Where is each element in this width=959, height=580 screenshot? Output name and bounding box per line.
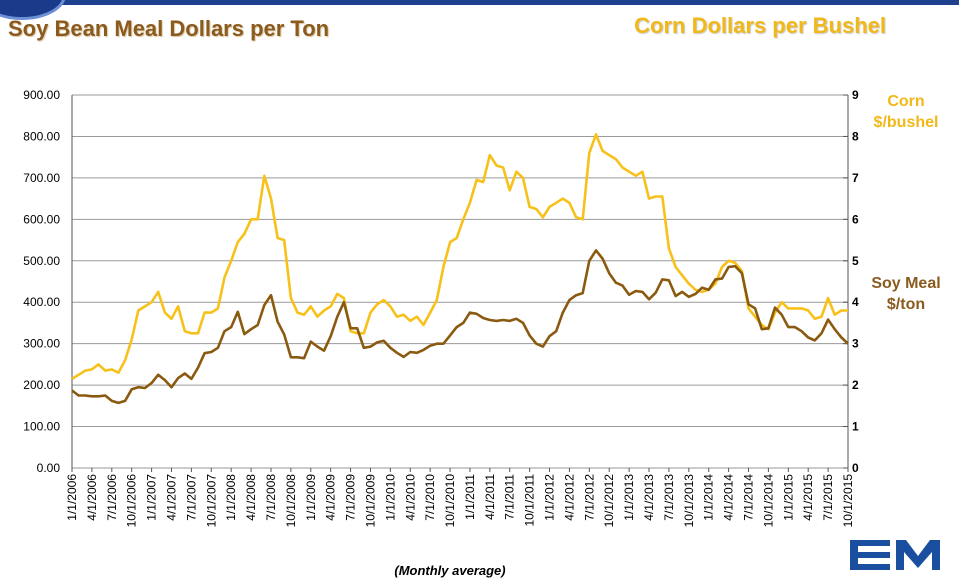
legend-soymeal: Soy Meal: [871, 275, 940, 292]
x-tick-label: 10/1/2008: [284, 474, 298, 528]
x-tick-label: 4/1/2010: [403, 474, 417, 521]
x-tick-label: 1/1/2008: [224, 474, 238, 521]
y-right-tick-label: 7: [852, 171, 859, 185]
y-left-tick-label: 400.00: [23, 295, 60, 309]
x-tick-label: 10/1/2009: [363, 474, 377, 528]
x-tick-label: 10/1/2012: [602, 474, 616, 528]
x-tick-label: 10/1/2011: [523, 474, 537, 527]
x-tick-label: 4/1/2008: [244, 474, 258, 521]
y-right-tick-label: 0: [852, 461, 859, 475]
y-left-tick-label: 300.00: [23, 337, 60, 351]
x-tick-label: 7/1/2015: [821, 474, 835, 521]
legend-soymeal: $/ton: [887, 296, 925, 313]
chart-caption: (Monthly average): [394, 563, 506, 578]
x-tick-label: 10/1/2010: [443, 474, 457, 528]
top-bar: [0, 0, 959, 5]
x-tick-label: 1/1/2007: [145, 474, 159, 521]
x-tick-label: 1/1/2009: [304, 474, 318, 521]
y-left-tick-label: 100.00: [23, 420, 60, 434]
x-tick-label: 4/1/2009: [324, 474, 338, 521]
y-right-tick-label: 5: [852, 254, 859, 268]
left-axis-title: Soy Bean Meal Dollars per Ton: [8, 16, 330, 41]
y-left-tick-label: 700.00: [23, 171, 60, 185]
series-line-corn: [71, 133, 848, 381]
y-left-tick-label: 900.00: [23, 88, 60, 102]
y-right-tick-label: 6: [852, 212, 859, 226]
x-tick-label: 1/1/2010: [383, 474, 397, 521]
x-tick-label: 10/1/2006: [125, 474, 139, 528]
legend-corn: $/bushel: [874, 114, 939, 131]
y-left-tick-label: 200.00: [23, 378, 60, 392]
x-tick-label: 7/1/2013: [662, 474, 676, 521]
x-tick-label: 4/1/2007: [164, 474, 178, 521]
y-left-tick-label: 0.00: [37, 461, 61, 475]
x-tick-label: 10/1/2014: [761, 474, 775, 528]
x-tick-label: 7/1/2014: [742, 474, 756, 521]
y-right-tick-label: 2: [852, 378, 859, 392]
y-left-tick-label: 800.00: [23, 129, 60, 143]
series-line-soymeal: [71, 249, 849, 405]
x-tick-label: 10/1/2015: [841, 474, 855, 528]
x-tick-label: 1/1/2006: [65, 474, 79, 521]
y-left-tick-label: 600.00: [23, 212, 60, 226]
x-tick-label: 1/1/2012: [543, 474, 557, 521]
x-tick-label: 7/1/2012: [582, 474, 596, 521]
right-axis-title: Corn Dollars per Bushel: [634, 13, 886, 38]
y-right-tick-label: 4: [852, 295, 859, 309]
x-tick-label: 1/1/2014: [702, 474, 716, 521]
x-tick-label: 4/1/2014: [722, 474, 736, 521]
x-tick-label: 7/1/2009: [344, 474, 358, 521]
x-tick-label: 4/1/2015: [801, 474, 815, 521]
legend-corn: Corn: [887, 93, 924, 110]
x-tick-label: 7/1/2010: [423, 474, 437, 521]
y-right-tick-label: 1: [852, 420, 859, 434]
x-tick-label: 10/1/2007: [204, 474, 218, 528]
x-tick-label: 7/1/2007: [184, 474, 198, 521]
x-tick-label: 4/1/2011: [483, 474, 497, 520]
x-tick-label: 1/1/2015: [781, 474, 795, 521]
y-right-tick-label: 3: [852, 337, 859, 351]
em-logo-icon: [850, 540, 940, 570]
x-tick-label: 7/1/2008: [264, 474, 278, 521]
x-tick-label: 1/1/2013: [622, 474, 636, 521]
x-tick-label: 1/1/2011: [463, 474, 477, 520]
y-right-tick-label: 9: [852, 88, 859, 102]
x-tick-label: 4/1/2012: [562, 474, 576, 521]
x-tick-label: 4/1/2013: [642, 474, 656, 521]
y-left-tick-label: 500.00: [23, 254, 60, 268]
x-tick-label: 10/1/2013: [682, 474, 696, 528]
x-tick-label: 7/1/2011: [503, 474, 517, 520]
x-tick-label: 7/1/2006: [105, 474, 119, 521]
y-right-tick-label: 8: [852, 129, 859, 143]
x-tick-label: 4/1/2006: [85, 474, 99, 521]
